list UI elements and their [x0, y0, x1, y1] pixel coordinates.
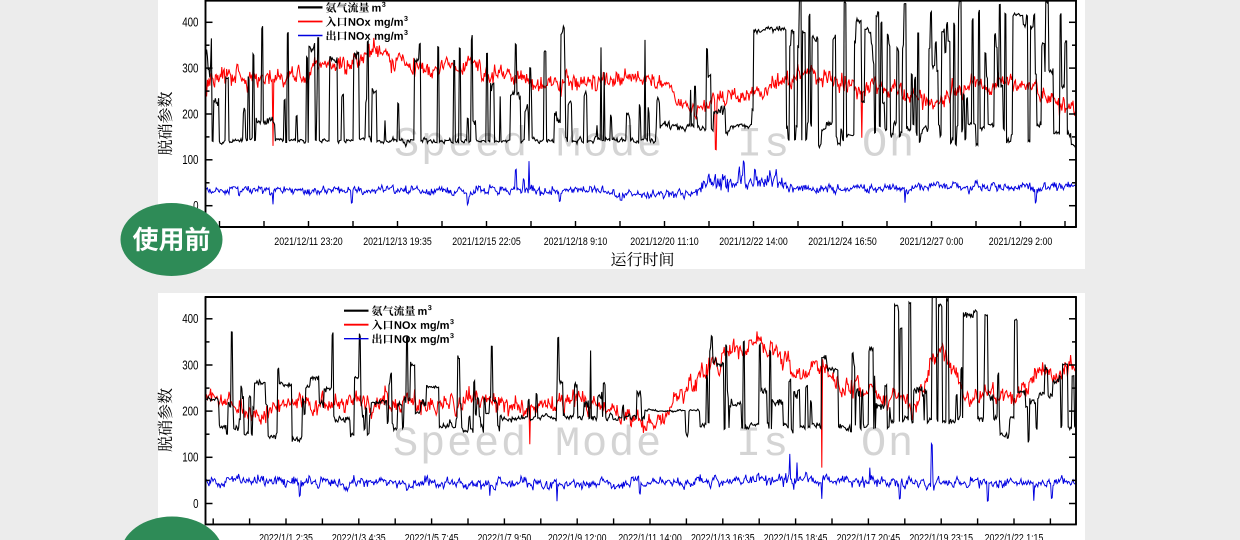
svg-text:2022/1/5 7:45: 2022/1/5 7:45 — [405, 533, 459, 540]
svg-text:2022/1/19 23:15: 2022/1/19 23:15 — [909, 533, 973, 540]
svg-text:Is: Is — [737, 121, 791, 169]
svg-text:2022/1/13 16:35: 2022/1/13 16:35 — [691, 533, 755, 540]
svg-text:2022/1/3 4:35: 2022/1/3 4:35 — [332, 533, 386, 540]
svg-text:2022/1/22 1:15: 2022/1/22 1:15 — [985, 533, 1044, 540]
svg-text:2022/1/9 12:00: 2022/1/9 12:00 — [548, 533, 607, 540]
svg-text:2021/12/15 22:05: 2021/12/15 22:05 — [452, 236, 521, 248]
svg-text:400: 400 — [182, 16, 198, 30]
svg-text:2022/1/11 14:00: 2022/1/11 14:00 — [618, 533, 682, 540]
svg-text:2021/12/20 11:10: 2021/12/20 11:10 — [630, 236, 699, 248]
svg-text:2022/1/1 2:35: 2022/1/1 2:35 — [259, 533, 313, 540]
svg-text:2022/1/15 18:45: 2022/1/15 18:45 — [764, 533, 828, 540]
svg-text:200: 200 — [182, 404, 198, 418]
svg-text:2021/12/29 2:00: 2021/12/29 2:00 — [989, 236, 1053, 248]
svg-text:100: 100 — [182, 153, 198, 167]
svg-text:2021/12/11 23:20: 2021/12/11 23:20 — [274, 236, 343, 248]
svg-text:2021/12/22 14:00: 2021/12/22 14:00 — [719, 236, 788, 248]
svg-text:2022/1/7 9:50: 2022/1/7 9:50 — [478, 533, 532, 540]
svg-text:2021/12/24 16:50: 2021/12/24 16:50 — [808, 236, 877, 248]
svg-text:2022/1/17 20:45: 2022/1/17 20:45 — [837, 533, 901, 540]
svg-text:2021/12/18 9:10: 2021/12/18 9:10 — [544, 236, 608, 248]
svg-text:200: 200 — [182, 107, 198, 121]
svg-text:0: 0 — [193, 497, 198, 511]
svg-text:2021/12/13 19:35: 2021/12/13 19:35 — [363, 236, 432, 248]
svg-text:Speed Mode: Speed Mode — [393, 420, 663, 468]
svg-text:0: 0 — [193, 199, 198, 213]
svg-text:400: 400 — [182, 312, 198, 326]
svg-text:2021/12/27 0:00: 2021/12/27 0:00 — [900, 236, 964, 248]
svg-text:100: 100 — [182, 451, 198, 465]
svg-text:On: On — [862, 121, 916, 169]
svg-text:Is: Is — [736, 420, 790, 468]
svg-text:300: 300 — [182, 358, 198, 372]
svg-text:300: 300 — [182, 61, 198, 75]
